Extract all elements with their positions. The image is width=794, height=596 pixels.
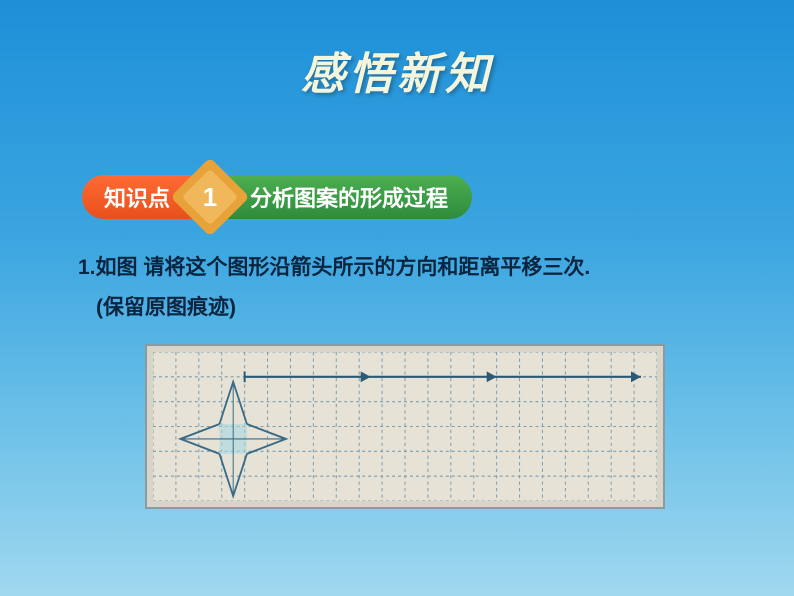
knowledge-number: 1 [182,169,238,225]
diagram-svg [153,352,657,501]
knowledge-point-header: 知识点 1 分析图案的形成过程 [82,175,472,219]
question-text: 1.如图 请将这个图形沿箭头所示的方向和距离平移三次. (保留原图痕迹) [78,248,590,328]
knowledge-topic: 分析图案的形成过程 [220,175,472,219]
knowledge-number-badge: 1 [182,169,238,225]
question-line1: 1.如图 请将这个图形沿箭头所示的方向和距离平移三次. [78,256,590,279]
diagram-container [145,344,665,509]
page-title: 感悟新知 [0,0,794,102]
question-line2: (保留原图痕迹) [96,288,590,328]
